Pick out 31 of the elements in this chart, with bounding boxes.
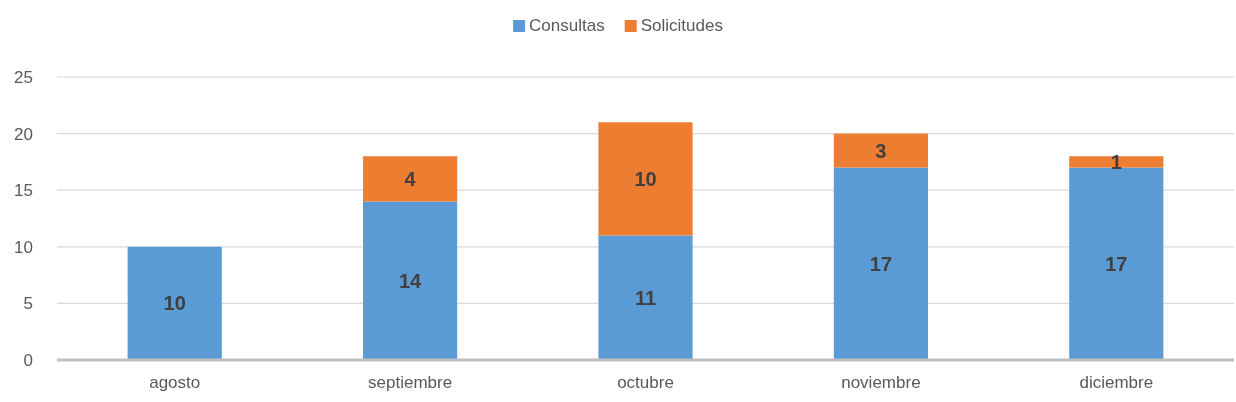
- y-tick-label: 10: [14, 237, 33, 257]
- bar: [1069, 156, 1164, 168]
- bar: [127, 246, 222, 360]
- bar: [598, 122, 693, 236]
- x-tick-label: noviembre: [841, 373, 921, 393]
- data-label: 14: [398, 269, 423, 292]
- data-label: 3: [875, 139, 887, 162]
- x-tick-label: diciembre: [1079, 373, 1154, 393]
- data-label: 17: [1105, 252, 1128, 275]
- y-tick-label: 20: [14, 124, 33, 144]
- legend-label: Consultas: [529, 16, 605, 35]
- bar: [833, 133, 928, 168]
- y-tick-label: 5: [23, 294, 33, 314]
- y-tick-label: 25: [14, 67, 33, 87]
- y-tick-label: 15: [14, 181, 33, 201]
- bar: [363, 156, 458, 202]
- y-tick-label: 0: [23, 350, 33, 370]
- x-tick-label: octubre: [617, 373, 674, 393]
- data-label: 10: [634, 167, 657, 190]
- data-label: 17: [869, 252, 893, 275]
- bar: [363, 201, 458, 360]
- x-tick-label: agosto: [149, 373, 201, 393]
- x-tick-label: septiembre: [368, 373, 453, 393]
- data-label: 4: [404, 167, 417, 190]
- data-label: 10: [163, 292, 186, 315]
- bar: [598, 235, 693, 360]
- data-label: 11: [634, 286, 657, 309]
- legend-label: Solicitudes: [640, 16, 723, 35]
- bar: [1069, 167, 1164, 360]
- data-label: 1: [1110, 150, 1122, 173]
- bar: [833, 167, 928, 360]
